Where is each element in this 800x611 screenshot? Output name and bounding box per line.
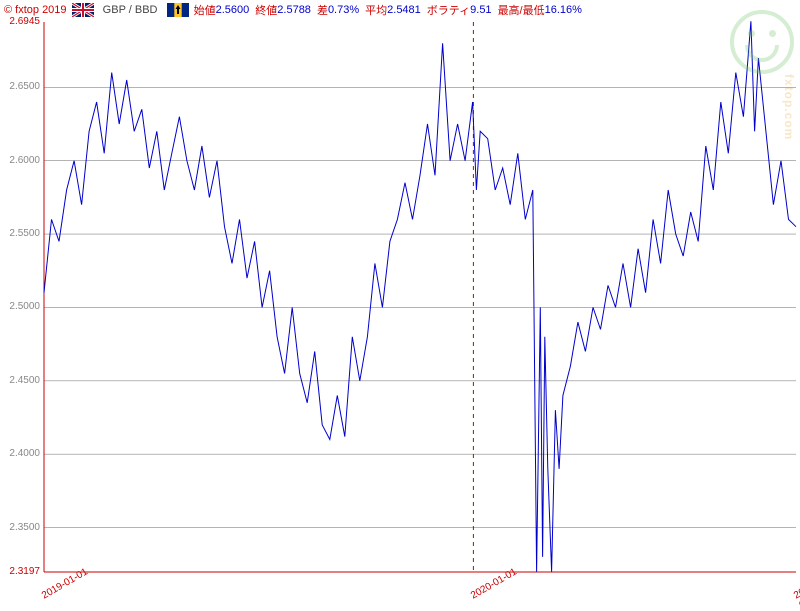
chart-header: © fxtop 2019 GBP / BBD 始値2.5600 終値2.5788 差…	[0, 2, 800, 22]
stat-value: 2.5600	[216, 4, 250, 16]
y-tick-label: 2.6945	[2, 16, 40, 27]
y-tick-label: 2.6000	[2, 155, 40, 166]
stat-value: 2.5788	[277, 4, 311, 16]
y-tick-label: 2.4500	[2, 375, 40, 386]
y-tick-label: 2.6500	[2, 81, 40, 92]
stat-label: 平均	[365, 2, 387, 18]
stat-value: 9.51	[470, 4, 491, 16]
watermark-text: fxtop.com	[782, 74, 796, 140]
stats-row: 始値2.5600 終値2.5788 差0.73% 平均2.5481 ボラティ9.51 最高…	[194, 2, 588, 18]
stat-label: 最高/最低	[498, 2, 545, 18]
flag-bbd	[167, 3, 189, 17]
stat-value: 2.5481	[387, 4, 421, 16]
stat-value: 0.73%	[328, 4, 359, 16]
y-tick-label: 2.5000	[2, 301, 40, 312]
stat-label: ボラティ	[427, 2, 470, 18]
y-tick-label: 2.3500	[2, 522, 40, 533]
watermark-face-icon	[730, 10, 794, 74]
forex-chart	[0, 0, 800, 600]
stat-label: 始値	[194, 2, 216, 18]
copyright-text: © fxtop 2019	[4, 4, 67, 16]
stat-value: 16.16%	[545, 4, 582, 16]
flag-gbp	[72, 3, 94, 17]
y-tick-label: 2.3197	[2, 566, 40, 577]
y-tick-label: 2.5500	[2, 228, 40, 239]
currency-pair: GBP / BBD	[103, 4, 158, 16]
watermark: fxtop.com	[730, 10, 794, 74]
y-tick-label: 2.4000	[2, 448, 40, 459]
stat-label: 差	[317, 2, 328, 18]
stat-label: 終値	[255, 2, 277, 18]
